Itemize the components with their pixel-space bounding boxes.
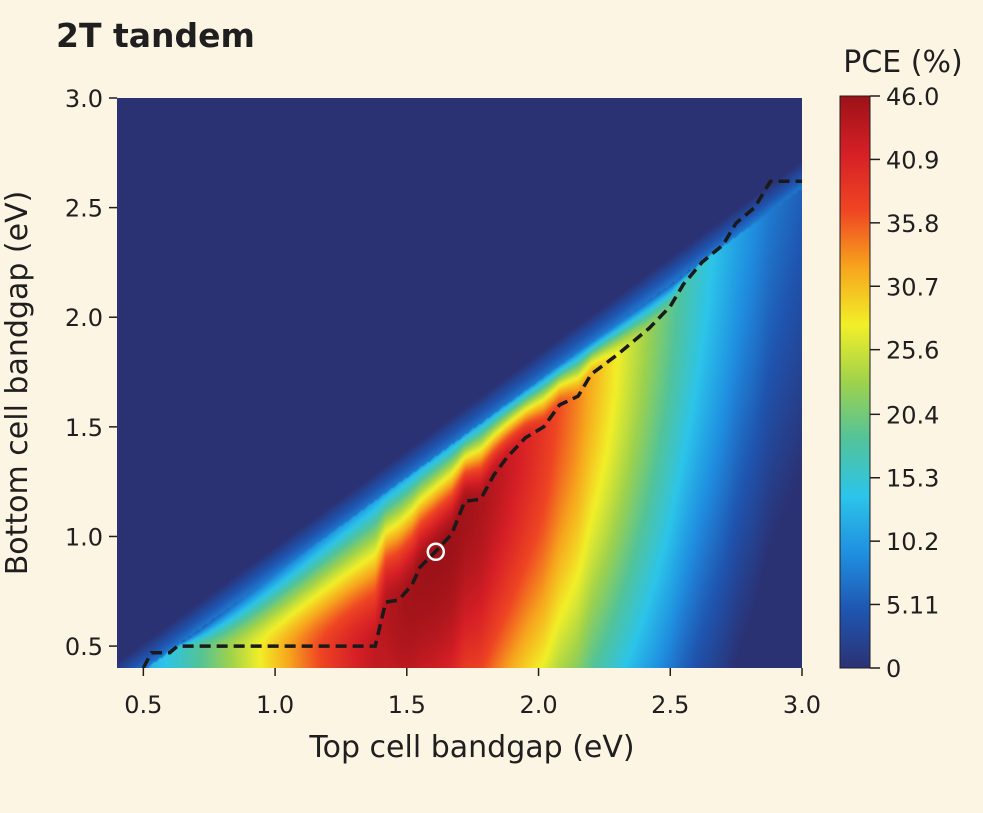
x-tick-label: 3.0	[783, 691, 821, 719]
x-axis: 0.5 1.0 1.5 2.0 2.5 3.0	[124, 668, 821, 719]
y-tick-label: 1.5	[65, 414, 103, 442]
x-tick-label: 0.5	[124, 691, 162, 719]
colorbar-tick-label: 30.7	[886, 273, 939, 301]
colorbar-tick-label: 40.9	[886, 146, 939, 174]
optimum-bandgap-line	[141, 179, 802, 668]
y-tick-label: 1.0	[65, 523, 103, 551]
colorbar-tick-label: 20.4	[886, 401, 939, 429]
colorbar-tick-label: 15.3	[886, 465, 939, 493]
x-tick-label: 2.0	[519, 691, 557, 719]
colorbar-tick-label: 0	[886, 655, 901, 683]
y-tick-label: 3.0	[65, 85, 103, 113]
x-axis-label: Top cell bandgap (eV)	[308, 730, 634, 765]
heatmap-image	[117, 98, 802, 668]
colorbar-tick-label: 5.11	[886, 591, 939, 619]
colorbar-tick-label: 25.6	[886, 337, 939, 365]
colorbar-tick-label: 35.8	[886, 210, 939, 238]
colorbar-label: PCE (%)	[843, 45, 962, 80]
y-tick-label: 2.0	[65, 304, 103, 332]
colorbar-tick-label: 10.2	[886, 528, 939, 556]
x-tick-label: 1.0	[256, 691, 294, 719]
x-tick-label: 2.5	[651, 691, 689, 719]
x-tick-label: 1.5	[388, 691, 426, 719]
chart-title: 2T tandem	[56, 16, 255, 55]
colorbar-tick-label: 46.0	[886, 83, 939, 111]
y-tick-label: 2.5	[65, 195, 103, 223]
plot-area	[117, 98, 802, 668]
colorbar: 46.0 40.9 35.8 30.7 25.6 20.4 15.3 10.2 5.11 0	[839, 83, 939, 683]
y-axis: 0.5 1.0 1.5 2.0 2.5 3.0	[65, 85, 117, 661]
y-axis-label: Bottom cell bandgap (eV)	[0, 191, 35, 576]
y-tick-label: 0.5	[65, 633, 103, 661]
colorbar-gradient	[839, 95, 871, 669]
maximum-efficiency-marker	[426, 542, 446, 562]
